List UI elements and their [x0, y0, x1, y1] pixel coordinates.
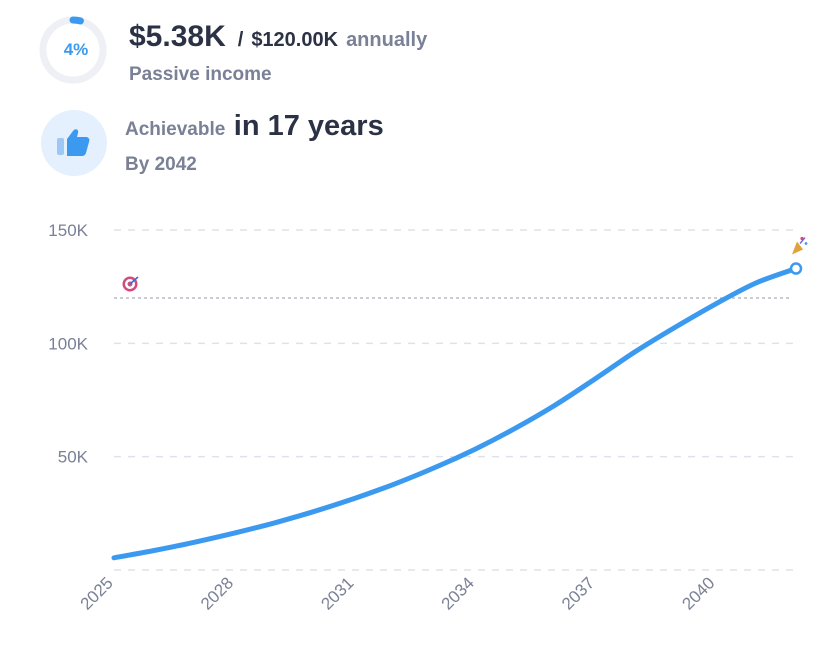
projection-chart: 50K 100K 150K 2025 2028 2031 2034 2037 2040 — [48, 221, 808, 614]
x-tick-label: 2031 — [317, 573, 357, 613]
thumbs-up-badge — [41, 110, 107, 176]
confetti — [804, 242, 808, 245]
current-income: $5.38K — [129, 20, 226, 53]
y-axis-ticks: 50K 100K 150K — [48, 221, 88, 467]
grid-layer — [114, 229, 796, 571]
x-axis-ticks: 2025 2028 2031 2034 2037 2040 — [77, 573, 719, 613]
achievable-years: in 17 years — [233, 110, 384, 142]
y-tick-label: 50K — [58, 448, 89, 467]
achievable-year: By 2042 — [125, 154, 197, 175]
x-tick-label: 2040 — [678, 573, 718, 613]
target-income: $120.00K — [251, 29, 339, 51]
marker-icons — [122, 236, 808, 292]
x-tick-label: 2034 — [438, 573, 478, 613]
series-layer — [111, 262, 803, 561]
party-popper-icon — [792, 236, 808, 255]
summary-header: 4% $5.38K / $120.00K annually Passive incom… — [0, 0, 837, 190]
x-tick-label: 2028 — [197, 573, 237, 613]
amount-separator: / — [237, 29, 244, 51]
progress-ring-graphic — [39, 16, 107, 84]
thumbs-up-icon — [57, 129, 90, 156]
end-point — [789, 262, 803, 275]
income-amount-line: $5.38K / $120.00K annually — [129, 20, 427, 54]
achievable-line: Achievable in 17 years — [125, 110, 384, 143]
progress-percent: 4% — [63, 40, 89, 59]
achievable-label: Achievable — [125, 119, 226, 140]
progress-ring: 4% — [38, 15, 108, 85]
y-tick-label: 100K — [48, 334, 88, 353]
series-line — [111, 266, 799, 561]
streamer — [799, 237, 806, 244]
income-period: annually — [346, 29, 428, 51]
target-dart — [129, 276, 139, 285]
target-icon — [122, 276, 139, 292]
x-tick-label: 2025 — [77, 573, 117, 613]
income-label: Passive income — [129, 64, 272, 85]
x-tick-label: 2037 — [558, 573, 598, 613]
y-tick-label: 150K — [48, 221, 88, 240]
popper-cone — [792, 241, 803, 255]
